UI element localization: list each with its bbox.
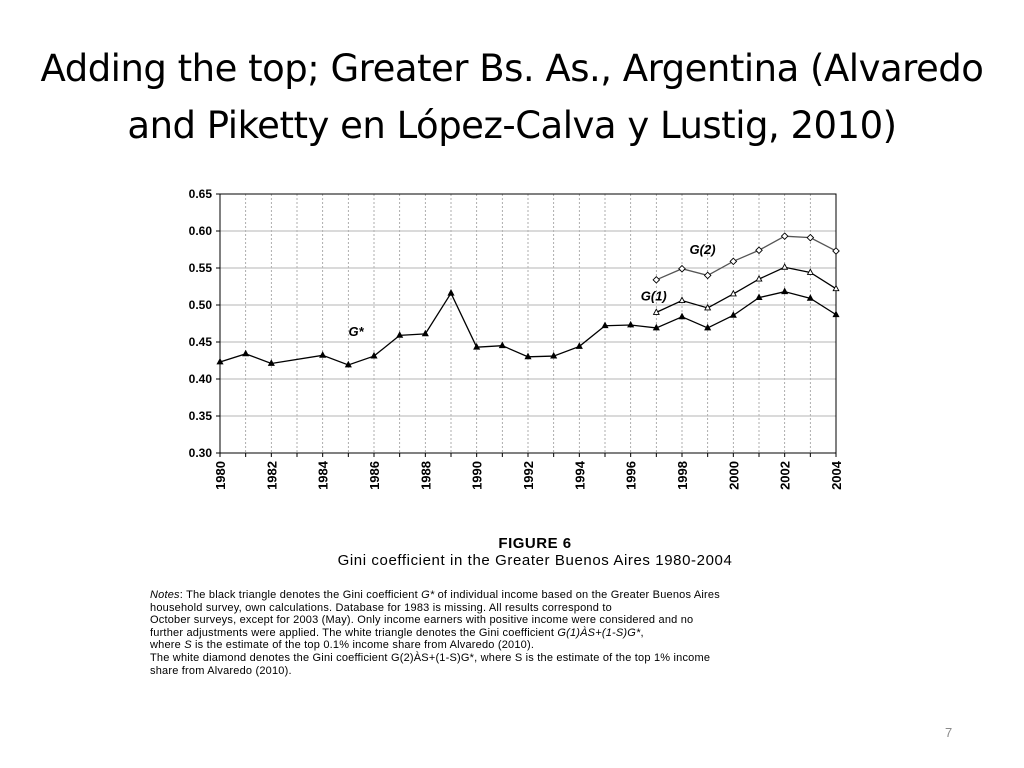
x-axis-ticks: 1980 1982 1984 1986 1988 1990 1992 1994 1996 1998… — [213, 453, 844, 490]
data-point-g — [319, 351, 327, 358]
x-tick-label: 2000 — [726, 461, 741, 490]
data-point-g — [421, 329, 429, 337]
data-point-g — [601, 321, 609, 329]
series-line-g-1 — [656, 266, 837, 313]
notes-line: share from Alvaredo (2010). — [150, 664, 292, 677]
y-tick-label: 0.55 — [189, 261, 213, 275]
notes-symbol: S — [184, 639, 192, 652]
data-point-g-2 — [678, 264, 686, 273]
series-annotation: G* — [348, 324, 364, 339]
data-point-g-2 — [703, 271, 712, 280]
y-tick-label: 0.30 — [189, 446, 213, 460]
data-point-g-1 — [781, 263, 789, 270]
data-point-g — [447, 289, 455, 296]
x-tick-label: 1986 — [367, 461, 382, 490]
data-point-g-2 — [729, 257, 738, 266]
data-point-g — [806, 294, 814, 301]
x-tick-label: 2002 — [778, 461, 793, 490]
series-line-g — [219, 291, 837, 366]
notes-text: further adjustments were applied. The wh… — [150, 626, 558, 639]
figure-caption-block: FIGURE 6 Gini coefficient in the Greater… — [140, 535, 930, 569]
notes-line: household survey, own calculations. Data… — [150, 601, 612, 614]
data-point-g-1 — [729, 289, 737, 297]
data-point-g — [704, 323, 712, 331]
x-tick-label: 1982 — [264, 461, 279, 490]
slide-title-line-2: and Piketty en López-Calva y Lustig, 201… — [127, 104, 897, 147]
data-point-g — [627, 320, 635, 328]
data-point-g — [473, 343, 481, 350]
figure-caption: Gini coefficient in the Greater Buenos A… — [337, 552, 733, 569]
x-tick-label: 2004 — [829, 460, 844, 490]
notes-line: where S is the estimate of the top 0.1% … — [150, 639, 910, 652]
data-point-g-2 — [832, 247, 840, 255]
data-point-g — [370, 351, 378, 359]
data-point-g — [267, 359, 275, 366]
data-point-g — [524, 352, 532, 360]
x-tick-label: 1992 — [521, 461, 536, 490]
data-point-g — [832, 310, 840, 318]
data-point-g — [781, 287, 789, 295]
x-tick-label: 1980 — [213, 461, 228, 490]
data-point-g — [242, 349, 250, 357]
y-tick-label: 0.50 — [189, 298, 213, 312]
data-point-g — [498, 341, 506, 349]
figure-notes: Notes: The black triangle denotes the Gi… — [150, 589, 910, 677]
data-point-g — [678, 312, 686, 320]
notes-line: October surveys, except for 2003 (May). … — [150, 614, 694, 627]
data-point-g-1 — [806, 268, 814, 275]
y-tick-label: 0.65 — [189, 187, 213, 201]
x-tick-label: 1996 — [624, 461, 639, 490]
data-point-g-1 — [755, 274, 763, 282]
notes-text: , — [640, 626, 644, 639]
x-tick-label: 1990 — [470, 461, 485, 490]
data-point-g-1 — [832, 284, 840, 292]
x-tick-label: 1994 — [572, 460, 587, 490]
notes-text: is the estimate of the top 0.1% income s… — [191, 639, 535, 652]
page-number: 7 — [945, 725, 953, 740]
notes-line: further adjustments were applied. The wh… — [150, 627, 910, 640]
y-tick-label: 0.60 — [189, 224, 213, 238]
data-point-g — [755, 293, 763, 301]
notes-line: Notes: The black triangle denotes the Gi… — [150, 589, 910, 602]
notes-formula: G(1)ÀS+(1-S)G* — [557, 626, 641, 639]
data-point-g — [729, 311, 737, 318]
data-point-g-2 — [755, 246, 763, 255]
data-point-g — [216, 357, 224, 365]
series-line-g-2 — [656, 235, 837, 281]
chart-annotations: G* G(1) G(2) — [348, 242, 715, 339]
series-annotation: G(2) — [690, 242, 716, 257]
x-tick-label: 1984 — [316, 460, 331, 490]
notes-text: : The black triangle denotes the Gini co… — [179, 589, 422, 601]
series-annotation: G(1) — [641, 289, 667, 304]
data-point-g-2 — [780, 232, 789, 241]
slide-title: Adding the top; Greater Bs. As., Argenti… — [0, 40, 1024, 154]
data-point-g-2 — [652, 276, 661, 284]
y-axis-ticks: 0.30 0.35 0.40 0.45 0.50 0.55 0.60 0.65 — [189, 187, 220, 460]
y-tick-label: 0.45 — [189, 335, 213, 349]
slide-title-line-1: Adding the top; Greater Bs. As., Argenti… — [40, 47, 984, 90]
chart-grid — [220, 193, 836, 454]
notes-text: where — [150, 639, 185, 652]
data-point-g-1 — [678, 296, 686, 304]
data-point-g — [575, 342, 583, 349]
notes-line: The white diamond denotes the Gini coeff… — [150, 651, 711, 664]
gini-line-chart: 0.300.350.400.450.500.550.600.65 1980 198… — [189, 187, 844, 490]
data-point-g — [652, 323, 660, 331]
notes-text: of individual income based on the Greate… — [434, 589, 720, 601]
data-point-g — [396, 331, 404, 338]
chart-series — [216, 232, 840, 368]
data-point-g-1 — [704, 303, 712, 311]
y-tick-label: 0.40 — [189, 372, 213, 386]
data-point-g — [344, 360, 352, 368]
data-point-g-1 — [652, 308, 660, 315]
x-tick-label: 1988 — [418, 461, 433, 490]
notes-lead: Notes — [150, 589, 180, 601]
data-point-g — [550, 351, 558, 359]
x-tick-label: 1998 — [675, 461, 690, 490]
notes-symbol: G* — [421, 589, 435, 601]
figure-label: FIGURE 6 — [498, 535, 572, 552]
data-point-g-2 — [806, 233, 815, 242]
y-tick-label: 0.35 — [189, 409, 213, 423]
